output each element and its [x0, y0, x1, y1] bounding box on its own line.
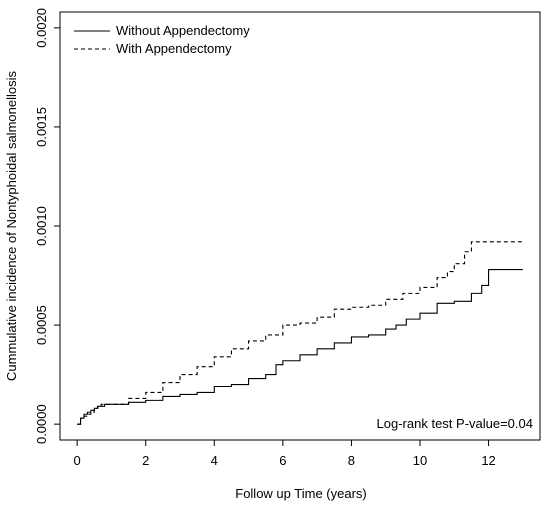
- x-tick-label: 12: [481, 453, 495, 468]
- series-line-without-appendectomy: [77, 269, 523, 425]
- y-axis-label: Cummulative incidence of Nontyphoidal sa…: [4, 71, 19, 381]
- series-layer: [77, 241, 523, 425]
- x-axis: 0 2 4 6 8 10 12: [74, 439, 496, 468]
- legend: Without Appendectomy With Appendectomy: [74, 23, 250, 56]
- y-tick-label: 0.0000: [34, 404, 49, 444]
- x-axis-label: Follow up Time (years): [235, 486, 366, 501]
- y-tick-label: 0.0010: [34, 206, 49, 246]
- y-tick-label: 0.0020: [34, 8, 49, 48]
- plot-area-frame: [59, 11, 541, 441]
- x-tick-label: 2: [142, 453, 149, 468]
- x-tick-label: 0: [74, 453, 81, 468]
- x-tick-label: 10: [413, 453, 427, 468]
- legend-label-without-appendectomy: Without Appendectomy: [116, 23, 250, 38]
- annotation-logrank: Log-rank test P-value=0.04: [377, 416, 533, 431]
- legend-label-with-appendectomy: With Appendectomy: [116, 41, 232, 56]
- x-tick-label: 8: [348, 453, 355, 468]
- series-line-with-appendectomy: [77, 241, 523, 425]
- y-axis: 0.0000 0.0005 0.0010 0.0015 0.0020: [34, 8, 61, 444]
- y-tick-label: 0.0015: [34, 107, 49, 147]
- x-tick-label: 4: [211, 453, 218, 468]
- x-tick-label: 6: [279, 453, 286, 468]
- y-tick-label: 0.0005: [34, 305, 49, 345]
